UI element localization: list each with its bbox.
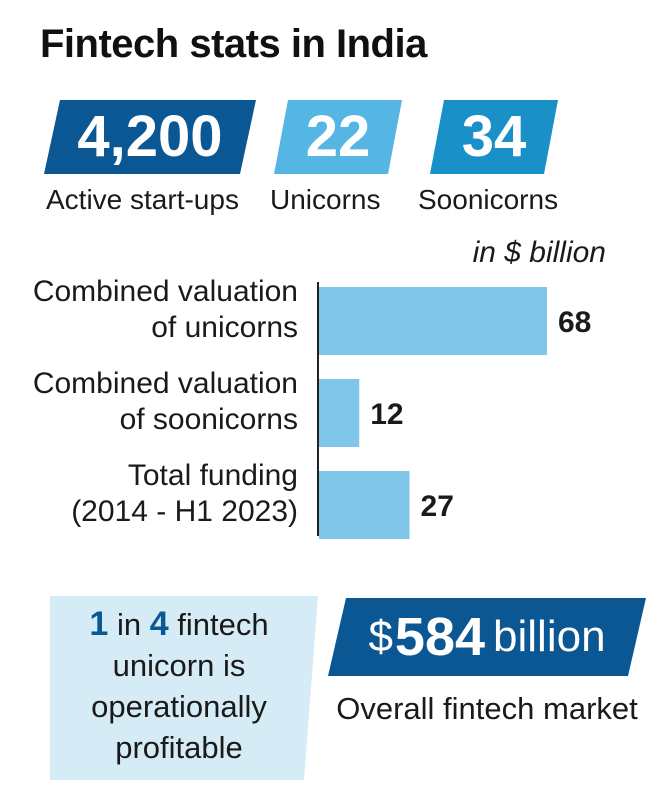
profitability-count: 1 <box>89 605 109 643</box>
stat-box-active-startups: 4,200 <box>44 100 256 174</box>
profitability-in: in <box>108 607 150 642</box>
bar <box>319 379 360 447</box>
market-currency: $ <box>368 612 393 661</box>
profitability-total: 4 <box>149 605 169 643</box>
page-title: Fintech stats in India <box>40 22 427 66</box>
stat-box-unicorns: 22 <box>274 100 402 174</box>
market-label: Overall fintech market <box>336 691 638 726</box>
bar <box>319 471 410 539</box>
bar-value-label: 68 <box>558 306 591 339</box>
stat-label-unicorns: Unicorns <box>270 184 381 215</box>
profitability-rest: fintech unicorn is operationally profita… <box>91 607 269 765</box>
bar-category-label: Combined valuation of soonicorns <box>32 367 298 436</box>
bar <box>319 287 547 355</box>
stat-box-soonicorns: 34 <box>430 100 558 174</box>
stat-value-soonicorns: 34 <box>461 104 527 169</box>
market-value: 584 <box>394 607 486 667</box>
market-size-box: $584 billion <box>328 598 646 676</box>
stat-value-active-startups: 4,200 <box>77 104 223 169</box>
profitability-panel <box>50 596 318 780</box>
profitability-text: 1 in 4 fintech unicorn is operationally … <box>50 604 308 768</box>
stat-label-soonicorns: Soonicorns <box>418 184 559 215</box>
chart-unit-note: in $ billion <box>472 236 606 269</box>
market-unit: billion <box>493 612 606 661</box>
bar-category-label: Total funding (2014 - H1 2023) <box>71 459 298 528</box>
bar-value-label: 27 <box>421 490 454 523</box>
stat-value-unicorns: 22 <box>305 104 371 169</box>
stat-label-active-startups: Active start-ups <box>46 184 239 215</box>
bar-value-label: 12 <box>370 398 403 431</box>
bar-category-label: Combined valuation of unicorns <box>32 275 298 344</box>
